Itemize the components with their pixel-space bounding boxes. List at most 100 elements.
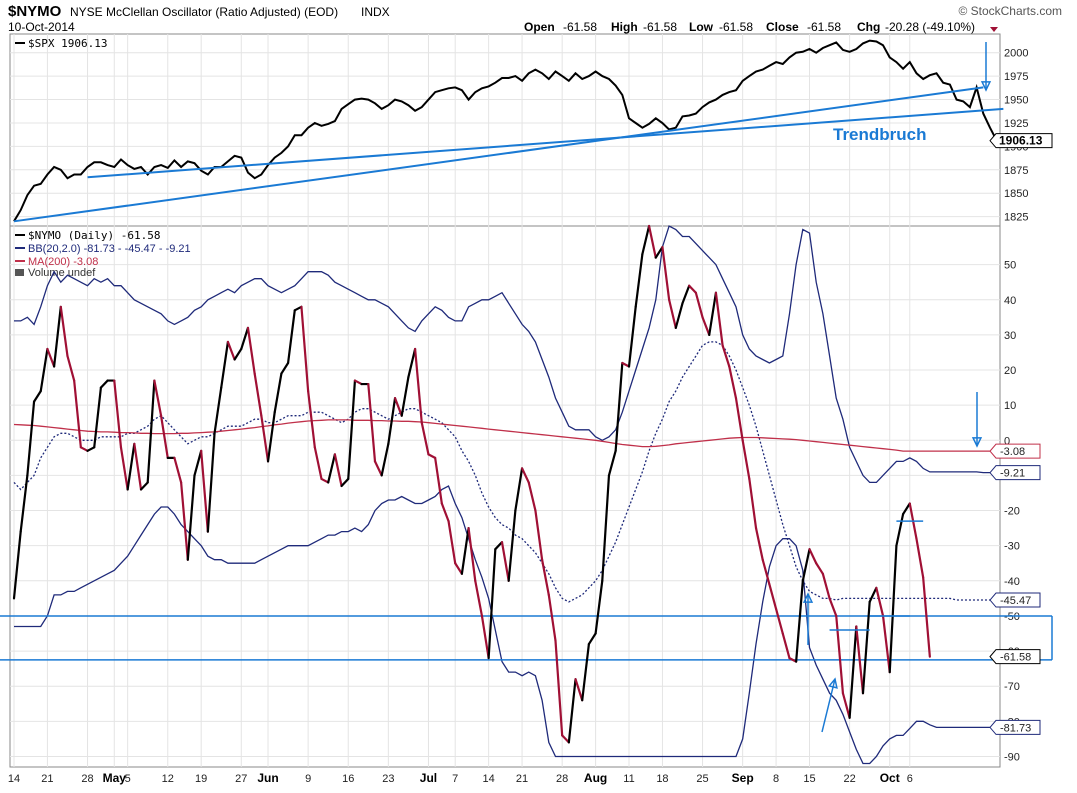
top-y-tick-label: 1850	[1004, 188, 1028, 200]
nymo-segment	[641, 224, 651, 256]
nymo-segment	[340, 477, 350, 488]
nymo-segment	[848, 625, 858, 719]
nymo-segment	[480, 614, 490, 660]
nymo-segment	[541, 558, 550, 596]
nymo-segment	[186, 474, 196, 561]
nymo-segment	[828, 597, 838, 618]
date-label: 10-Oct-2014	[8, 20, 75, 34]
nymo-segment	[434, 456, 443, 505]
nymo-segment	[159, 414, 169, 459]
nymo-segment	[895, 512, 905, 547]
top-y-tick-label: 1875	[1004, 165, 1028, 177]
nymo-segment	[855, 625, 865, 695]
chg-down-icon	[990, 27, 998, 32]
nymo-segment	[233, 347, 243, 361]
x-tick-label: 14	[483, 773, 495, 785]
nymo-segment	[293, 305, 303, 312]
nymo-segment	[754, 527, 764, 561]
bottom-y-tick-label: 0	[1004, 435, 1010, 447]
nymo-segment	[574, 678, 584, 702]
x-tick-label: Jul	[420, 771, 437, 785]
nymo-segment	[327, 453, 336, 484]
x-tick-label: 22	[843, 773, 855, 785]
nymo-segment	[454, 562, 463, 575]
ohlc-readout: Open -61.58 High -61.58 Low -61.58 Close…	[524, 20, 998, 34]
last-value-text: -81.73	[1000, 722, 1031, 734]
low-label: Low	[689, 20, 714, 34]
nymo-segment	[614, 361, 624, 452]
bottom-legend: $NYMO (Daily) -61.58 BB(20,2.0) -81.73 -…	[15, 229, 191, 279]
nymo-segment	[146, 379, 156, 484]
x-tick-label: 6	[907, 773, 913, 785]
nymo-segment	[420, 421, 430, 456]
top-legend: $SPX 1906.13	[15, 37, 107, 50]
spx-last-value-box	[989, 133, 1053, 149]
nymo-segment	[654, 245, 664, 259]
nymo-segment	[681, 284, 691, 305]
nymo-segment	[220, 340, 230, 389]
bottom-grid	[10, 34, 1000, 767]
last-value-text: -3.08	[1000, 446, 1025, 458]
nymo-segment	[447, 519, 457, 565]
arrow-icon	[827, 677, 838, 689]
trendline	[87, 107, 1004, 179]
nymo-segment	[347, 379, 357, 481]
nymo-segment	[661, 245, 671, 301]
nymo-segment	[795, 579, 804, 663]
nymo-segment	[353, 379, 363, 386]
bb-lower-line	[14, 485, 990, 765]
nymo-segment	[748, 477, 758, 530]
x-tick-label: 19	[195, 773, 207, 785]
nymo-segment	[139, 481, 149, 491]
last-value-text: -45.47	[1000, 595, 1031, 607]
nymo-segment	[413, 347, 423, 424]
last-value-box	[989, 443, 1041, 459]
bottom-y-tick-label: -30	[1004, 541, 1020, 553]
annotation-arrows	[802, 42, 992, 733]
x-tick-label: Jun	[257, 771, 278, 785]
nymo-segment	[500, 541, 510, 582]
nymo-segment	[393, 397, 403, 417]
nymo-segment	[59, 305, 69, 358]
nymo-segment	[333, 453, 343, 488]
last-value-labels: -3.08 -9.21 -45.47 -61.58 -81.73 1906.13	[989, 133, 1053, 735]
x-tick-label: 11	[623, 773, 634, 785]
nymo-segment	[808, 548, 818, 565]
top-y-tick-label: 1950	[1004, 95, 1028, 107]
nymo-segment	[19, 474, 29, 533]
nymo-segment	[206, 432, 216, 533]
nymo-segment	[601, 474, 611, 582]
x-tick-label: 27	[235, 773, 247, 785]
nymo-segment	[801, 548, 811, 582]
ma200-line	[13, 419, 990, 452]
nymo-segment	[554, 639, 564, 737]
nymo-segment	[119, 446, 129, 491]
nymo-segment	[621, 361, 631, 368]
nymo-segment	[313, 446, 323, 481]
last-value-box	[989, 465, 1041, 481]
nymo-segment	[668, 298, 677, 329]
nymo-segment	[915, 537, 925, 579]
nymo-segment	[126, 442, 136, 491]
nymo-segment	[373, 460, 383, 477]
bottom-y-tick-label: -70	[1004, 681, 1020, 693]
nymo-segment	[66, 354, 76, 382]
nymo-segment	[547, 593, 557, 642]
arrow-icon	[980, 81, 992, 92]
nymo-segment	[173, 456, 183, 484]
nymo-segment	[307, 390, 316, 449]
open-label: Open	[524, 20, 555, 34]
nymo-segment	[721, 344, 731, 368]
top-y-tick-label: 2000	[1004, 48, 1028, 60]
nymo-segment	[701, 316, 711, 337]
nymo-segment	[387, 397, 397, 445]
nymo-segment	[494, 541, 504, 551]
nymo-segment	[93, 386, 103, 449]
bottom-y-tick-label: 40	[1004, 295, 1016, 307]
nymo-segment	[627, 305, 637, 368]
nymo-segment	[380, 442, 390, 477]
nymo-segment	[193, 449, 203, 477]
bottom-y-tick-label: -90	[1004, 751, 1020, 763]
